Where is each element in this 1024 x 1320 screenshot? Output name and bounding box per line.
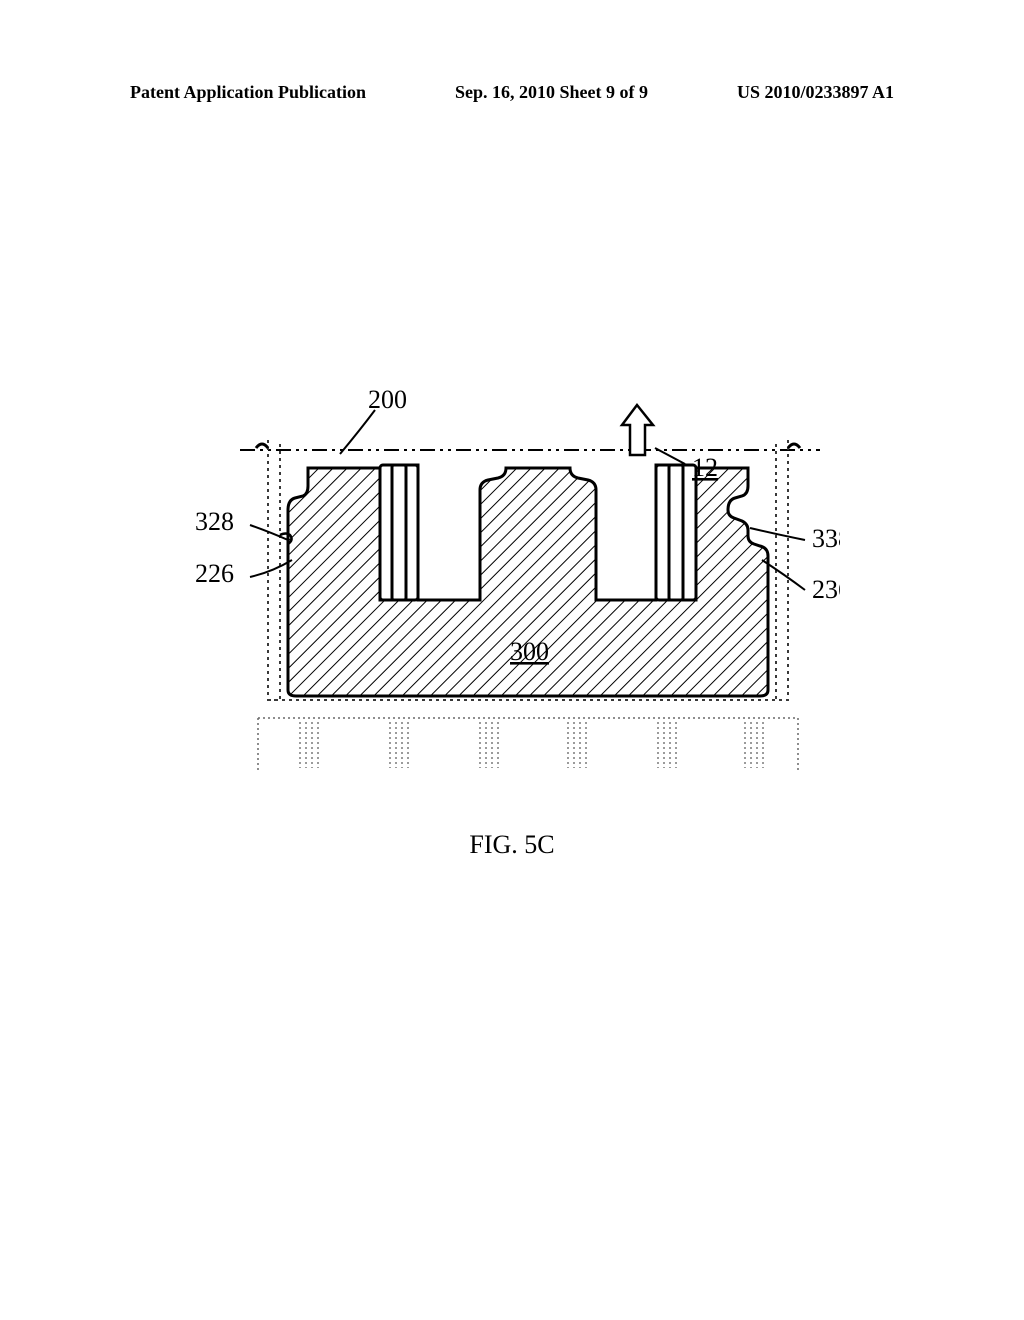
connector-pins [300, 722, 763, 768]
ref-328: 328 [195, 507, 234, 536]
ref-300: 300 [510, 637, 549, 666]
ref-338: 338 [812, 524, 840, 553]
arrow-icon [622, 405, 653, 455]
patent-figure: 200 12 328 226 338 236 300 [180, 380, 840, 810]
figure-caption: FIG. 5C [0, 830, 1024, 860]
ref-12: 12 [692, 453, 718, 482]
header-date-sheet: Sep. 16, 2010 Sheet 9 of 9 [455, 82, 648, 103]
figure-svg: 200 12 328 226 338 236 300 [180, 380, 840, 810]
ref-226: 226 [195, 559, 234, 588]
ref-236: 236 [812, 575, 840, 604]
ref-200: 200 [368, 385, 407, 414]
header-publication-type: Patent Application Publication [130, 82, 366, 103]
page-header: Patent Application Publication Sep. 16, … [0, 82, 1024, 103]
header-publication-number: US 2010/0233897 A1 [737, 82, 894, 103]
